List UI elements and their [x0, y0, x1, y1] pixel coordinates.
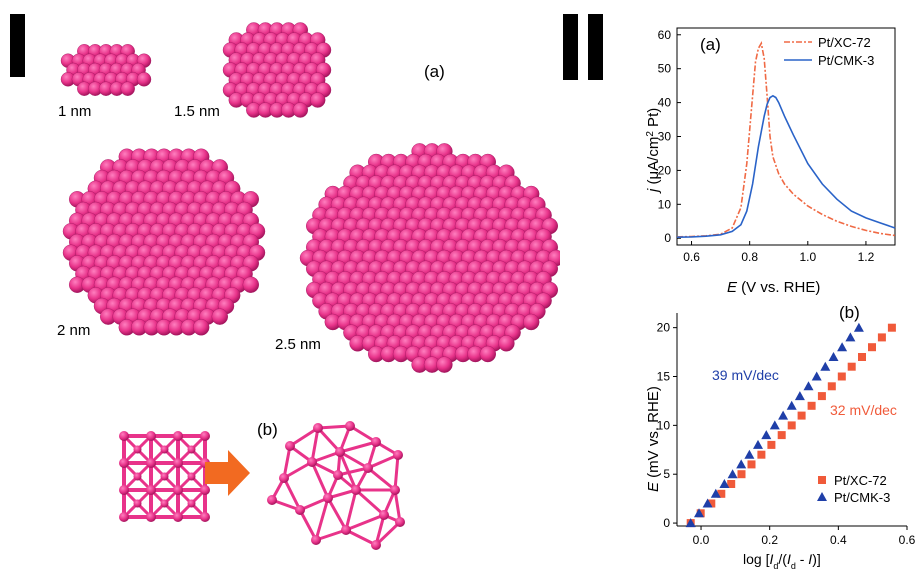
- chart-b-point-xc72: [747, 460, 756, 469]
- chart-b-point-cmk3: [702, 498, 713, 508]
- chart-b-xtick-label: 0.4: [830, 533, 847, 547]
- chart-b-point-xc72: [757, 450, 766, 459]
- cluster-2nm: [62, 148, 266, 336]
- chart-b-xtick-label: 0.6: [899, 533, 916, 547]
- chart-b-point-xc72: [847, 362, 856, 371]
- chart-a-xtick-label: 1.0: [799, 250, 816, 264]
- chart-b-point-xc72: [767, 440, 776, 449]
- chart-b-ytick-label: 10: [657, 418, 671, 432]
- chart-b-point-cmk3: [845, 332, 856, 342]
- legend-b-cmk3-label: Pt/CMK-3: [834, 490, 890, 505]
- chart-b-point-cmk3: [769, 420, 780, 430]
- chart-b-point-xc72: [827, 382, 836, 391]
- chart-a-xtick-label: 0.6: [683, 250, 700, 264]
- chart-b-point-cmk3: [811, 371, 822, 381]
- legend-a-cmk3-label: Pt/CMK-3: [818, 53, 874, 68]
- chart-b-point-xc72: [837, 372, 846, 381]
- chart-b-point-cmk3: [753, 439, 763, 449]
- chart-a-series-xc72: [676, 41, 896, 238]
- legend-b-cmk3-marker: [817, 492, 827, 501]
- chart-b-point-cmk3: [837, 342, 848, 352]
- cluster-1-5nm: [222, 22, 332, 118]
- nanocluster-illustration: [60, 22, 560, 550]
- chart-b-point-cmk3: [710, 488, 721, 498]
- chart-b-point-cmk3: [794, 391, 805, 401]
- chart-b-ytick-label: 20: [657, 321, 671, 335]
- fcc-lattice: [119, 431, 210, 522]
- chart-b-point-cmk3: [853, 322, 864, 332]
- chart-b-point-cmk3: [744, 449, 755, 459]
- chart-a-ytick-label: 60: [658, 28, 672, 42]
- chart-a: 0.6 0.8 1.0 1.2 0 10 20 30 40 50 60 (a) Pt/XC-72 P…: [645, 27, 896, 296]
- chart-a-ylabel: j (μA/cm2 Pt): [645, 108, 663, 194]
- chart-b-point-xc72: [877, 333, 886, 342]
- chart-b-xtick-label: 0.2: [761, 533, 778, 547]
- chart-b-ytick-label: 5: [663, 467, 670, 481]
- chart-a-xlabel: E (V vs. RHE): [727, 279, 820, 296]
- chart-a-ytick-label: 20: [658, 163, 672, 177]
- chart-b-point-xc72: [737, 470, 746, 479]
- disordered-lattice: [267, 421, 405, 550]
- chart-a-panel-label: (a): [700, 35, 721, 54]
- left-panel-a-label: (a): [424, 62, 445, 81]
- roman-numeral-one: [10, 14, 25, 77]
- chart-b: 0.0 0.2 0.4 0.6 0 5 10 15 20 (b) 39 mV/dec 32 mV…: [645, 303, 916, 571]
- cluster-label-1nm: 1 nm: [58, 103, 92, 120]
- chart-b-point-cmk3: [778, 410, 789, 420]
- cluster-2-5nm: [299, 143, 560, 373]
- annotation-32mv: 32 mV/dec: [830, 402, 897, 418]
- chart-b-point-cmk3: [803, 381, 814, 391]
- chart-b-ylabel: E (mV vs. RHE): [645, 386, 662, 492]
- chart-b-point-xc72: [707, 499, 716, 508]
- chart-a-ytick-label: 0: [664, 231, 671, 245]
- chart-b-ytick-label: 15: [657, 370, 671, 384]
- roman-numeral-two-right-bar: [588, 14, 603, 80]
- legend-b-xc72-label: Pt/XC-72: [834, 473, 887, 488]
- chart-b-point-xc72: [777, 431, 786, 440]
- legend-a-xc72-label: Pt/XC-72: [818, 35, 871, 50]
- chart-b-point-cmk3: [736, 459, 747, 469]
- chart-a-xtick-label: 1.2: [858, 250, 875, 264]
- chart-b-point-xc72: [797, 411, 806, 420]
- chart-b-point-xc72: [727, 480, 736, 488]
- chart-b-point-xc72: [807, 401, 816, 410]
- annotation-39mv: 39 mV/dec: [712, 367, 779, 383]
- chart-b-ytick-label: 0: [663, 516, 670, 530]
- chart-b-point-cmk3: [685, 518, 696, 528]
- cluster-label-1-5nm: 1.5 nm: [174, 103, 220, 120]
- chart-a-ytick-label: 50: [658, 62, 672, 76]
- chart-b-point-cmk3: [820, 361, 831, 371]
- chart-b-point-cmk3: [727, 469, 738, 479]
- chart-b-point-xc72: [717, 489, 726, 498]
- chart-a-series-cmk3: [676, 94, 896, 238]
- chart-a-ytick-label: 10: [658, 197, 672, 211]
- chart-b-point-xc72: [817, 392, 826, 401]
- chart-b-point-cmk3: [786, 400, 797, 410]
- chart-b-point-xc72: [787, 421, 796, 430]
- chart-b-point-cmk3: [694, 508, 704, 518]
- legend-b-xc72-marker: [818, 476, 826, 484]
- chart-a-ytick-label: 40: [658, 96, 672, 110]
- left-panel-b-label: (b): [257, 420, 278, 439]
- chart-b-point-xc72: [858, 353, 866, 361]
- cluster-label-2-5nm: 2.5 nm: [275, 336, 321, 353]
- chart-b-xtick-label: 0.0: [693, 533, 710, 547]
- chart-b-point-cmk3: [719, 479, 730, 488]
- chart-b-xlabel: log [Id/(Id - I)]: [743, 551, 821, 571]
- roman-numeral-two-left-bar: [563, 14, 578, 80]
- chart-b-point-cmk3: [761, 430, 772, 440]
- chart-b-panel-label: (b): [839, 303, 860, 322]
- transition-arrow: [205, 450, 250, 496]
- chart-b-point-xc72: [887, 323, 896, 332]
- cluster-1nm: [60, 44, 152, 96]
- chart-a-ytick-label: 30: [658, 130, 672, 144]
- chart-a-xtick-label: 0.8: [741, 250, 758, 264]
- chart-b-point-cmk3: [828, 352, 839, 361]
- cluster-label-2nm: 2 nm: [57, 322, 91, 339]
- chart-b-point-xc72: [868, 343, 876, 352]
